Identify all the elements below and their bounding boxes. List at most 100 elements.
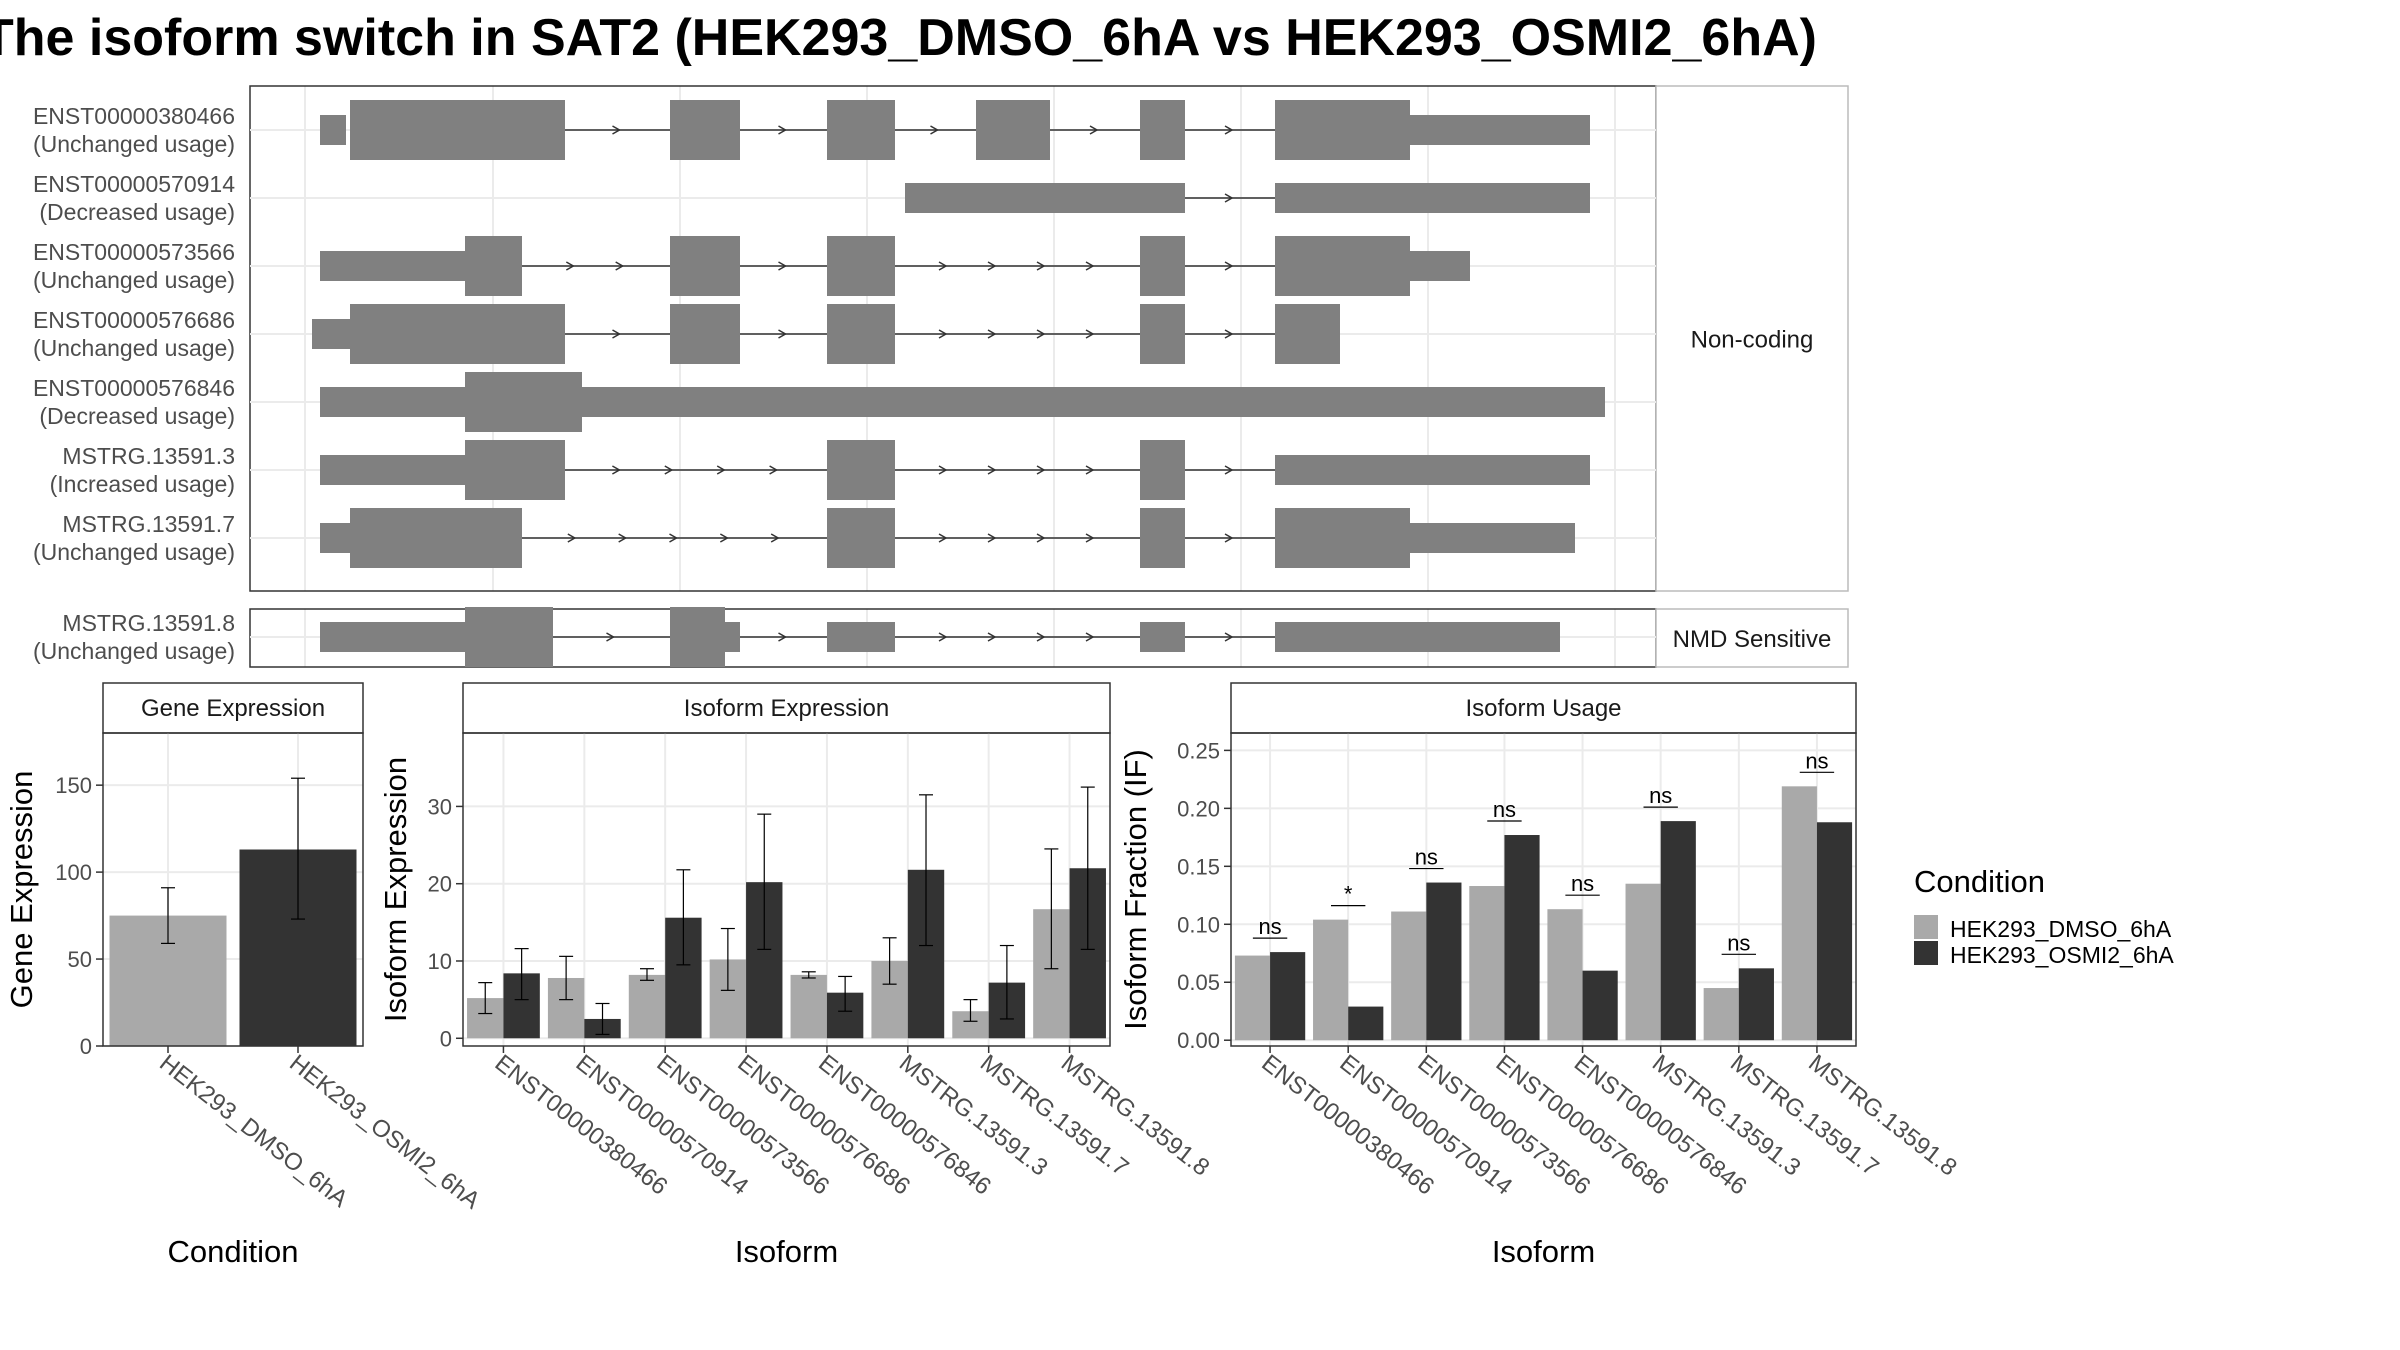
y-tick-label: 0.00 bbox=[1177, 1028, 1220, 1053]
isoform-usage-label: (Unchanged usage) bbox=[33, 335, 235, 361]
cds-exon bbox=[465, 440, 565, 500]
significance-label: ns bbox=[1258, 914, 1281, 939]
x-axis-title: Isoform bbox=[1492, 1234, 1595, 1269]
cds-exon bbox=[827, 440, 895, 500]
bar bbox=[1313, 919, 1349, 1041]
utr-exon bbox=[320, 387, 465, 417]
intron-arrow bbox=[1085, 261, 1095, 271]
cds-exon bbox=[1140, 508, 1185, 568]
bar bbox=[628, 974, 666, 1039]
intron-arrow bbox=[1089, 125, 1099, 135]
cds-exon bbox=[1140, 304, 1185, 364]
utr-exon bbox=[1275, 183, 1590, 213]
y-axis-title: Isoform Fraction (IF) bbox=[1118, 749, 1153, 1030]
bar bbox=[1816, 822, 1853, 1041]
utr-exon bbox=[312, 319, 350, 349]
bar bbox=[1270, 952, 1306, 1041]
y-tick-label: 0 bbox=[80, 1034, 92, 1059]
cds-exon bbox=[670, 304, 740, 364]
isoform-usage-label: (Unchanged usage) bbox=[33, 131, 235, 157]
cds-exon bbox=[1140, 236, 1185, 296]
significance-label: * bbox=[1344, 882, 1353, 907]
utr-exon bbox=[1275, 622, 1560, 652]
intron-arrow bbox=[1224, 533, 1234, 543]
utr-exon bbox=[320, 622, 465, 652]
y-tick-label: 150 bbox=[55, 773, 92, 798]
intron-arrow bbox=[612, 125, 622, 135]
intron-arrow bbox=[987, 632, 997, 642]
intron-arrow bbox=[1036, 533, 1046, 543]
isoform-usage-label: (Increased usage) bbox=[50, 471, 235, 497]
isoform-usage-panel: Isoform Usage0.000.050.100.150.200.25nsE… bbox=[1118, 682, 1962, 1269]
cds-exon bbox=[465, 607, 553, 667]
y-tick-label: 20 bbox=[428, 872, 452, 897]
intron-arrow bbox=[1224, 125, 1234, 135]
significance-label: ns bbox=[1571, 871, 1594, 896]
utr-exon bbox=[320, 523, 350, 553]
isoform-id-label: MSTRG.13591.7 bbox=[62, 511, 235, 537]
panel-title-strip bbox=[462, 682, 1111, 734]
y-axis-title: Isoform Expression bbox=[378, 757, 413, 1022]
facet-strip bbox=[1655, 608, 1849, 668]
y-tick-label: 30 bbox=[428, 794, 452, 819]
significance-label: ns bbox=[1415, 845, 1438, 870]
isoform-id-label: ENST00000576846 bbox=[33, 375, 235, 401]
bar bbox=[1348, 1006, 1384, 1041]
y-tick-label: 0.05 bbox=[1177, 970, 1220, 995]
facet-strip-label: NMD Sensitive bbox=[1673, 626, 1832, 653]
intron-arrow bbox=[778, 125, 788, 135]
bar bbox=[1738, 968, 1774, 1041]
utr-exon bbox=[827, 622, 895, 652]
intron-arrow bbox=[1224, 465, 1234, 475]
intron-arrow bbox=[567, 533, 577, 543]
intron-arrow bbox=[1036, 329, 1046, 339]
intron-arrow bbox=[1036, 261, 1046, 271]
isoform-usage-label: (Decreased usage) bbox=[39, 199, 235, 225]
panel-title: Gene Expression bbox=[141, 695, 325, 722]
bar bbox=[1426, 882, 1462, 1041]
intron-arrow bbox=[1224, 632, 1234, 642]
intron-arrow bbox=[987, 329, 997, 339]
isoform-id-label: MSTRG.13591.3 bbox=[62, 443, 235, 469]
intron-arrow bbox=[1224, 261, 1234, 271]
intron-arrow bbox=[1036, 632, 1046, 642]
utr-exon bbox=[1410, 251, 1470, 281]
intron-arrow bbox=[938, 261, 948, 271]
cds-exon bbox=[465, 236, 522, 296]
isoform-id-label: MSTRG.13591.8 bbox=[62, 610, 235, 636]
panel-border bbox=[1230, 732, 1857, 1047]
utr-exon bbox=[905, 183, 1185, 213]
cds-exon bbox=[827, 508, 895, 568]
y-tick-label: 0.10 bbox=[1177, 912, 1220, 937]
bar bbox=[1547, 909, 1583, 1041]
legend-swatch-dmso bbox=[1914, 915, 1938, 939]
cds-exon bbox=[1275, 508, 1410, 568]
x-axis-title: Isoform bbox=[735, 1234, 838, 1269]
isoform-expression-panel: Isoform Expression0102030ENST00000380466… bbox=[378, 682, 1215, 1269]
panel-title: Isoform Expression bbox=[684, 695, 889, 722]
isoform-usage-label: (Unchanged usage) bbox=[33, 267, 235, 293]
intron-arrow bbox=[938, 533, 948, 543]
significance-label: ns bbox=[1805, 748, 1828, 773]
panel-border bbox=[462, 732, 1111, 1047]
x-axis-title: Condition bbox=[168, 1234, 299, 1269]
cds-exon bbox=[350, 508, 522, 568]
cds-exon bbox=[827, 304, 895, 364]
isoform-id-label: ENST00000380466 bbox=[33, 103, 235, 129]
significance-label: ns bbox=[1727, 930, 1750, 955]
x-tick-label: MSTRG.13591.8 bbox=[1056, 1049, 1215, 1181]
intron-arrow bbox=[1224, 329, 1234, 339]
isoform-usage-label: (Unchanged usage) bbox=[33, 539, 235, 565]
bar bbox=[1504, 835, 1540, 1041]
panel-title: Isoform Usage bbox=[1465, 695, 1621, 722]
cds-exon bbox=[350, 100, 565, 160]
intron-arrow bbox=[987, 533, 997, 543]
cds-exon bbox=[976, 100, 1050, 160]
cds-exon bbox=[465, 372, 582, 432]
legend-swatch-osmi2 bbox=[1914, 941, 1938, 965]
intron-arrow bbox=[1085, 632, 1095, 642]
panel-border bbox=[102, 732, 364, 1047]
intron-arrow bbox=[930, 125, 940, 135]
